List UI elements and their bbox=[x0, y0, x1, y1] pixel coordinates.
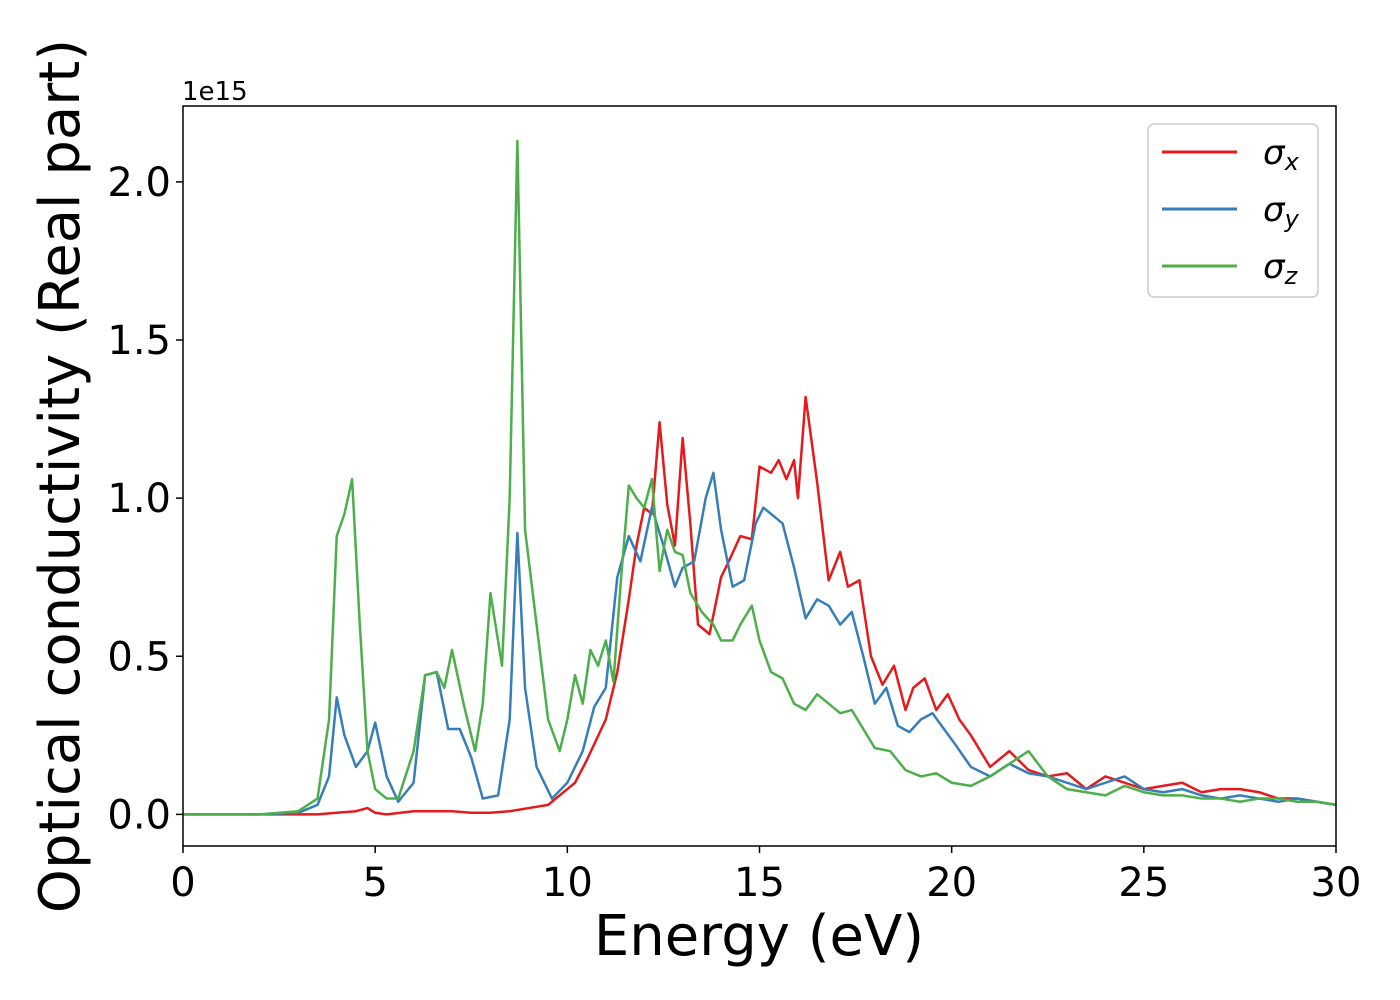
x-tick-label: 25 bbox=[1118, 860, 1169, 906]
legend-label-x: σx bbox=[1263, 133, 1300, 176]
y-tick-label: 0.5 bbox=[107, 634, 171, 680]
y-tick-label: 0.0 bbox=[107, 792, 171, 838]
series-line-x bbox=[183, 395, 1336, 816]
x-tick-label: 20 bbox=[926, 860, 977, 906]
y-offset-label: 1e15 bbox=[182, 77, 248, 107]
x-axis-ticks: 0 5 10 15 20 25 30 bbox=[170, 846, 1361, 906]
x-tick-label: 5 bbox=[362, 860, 387, 906]
series-layer bbox=[183, 139, 1336, 816]
legend-label-z: σz bbox=[1263, 247, 1299, 290]
y-tick-label: 1.0 bbox=[107, 476, 171, 522]
series-line-y bbox=[183, 471, 1336, 816]
y-axis-title: Optical conductivity (Real part) bbox=[28, 39, 93, 913]
series-line-z bbox=[183, 139, 1336, 816]
x-tick-label: 15 bbox=[734, 860, 785, 906]
legend-label-y: σy bbox=[1263, 190, 1300, 233]
y-axis-ticks: 0.0 0.5 1.0 1.5 2.0 bbox=[107, 160, 183, 838]
y-tick-label: 1.5 bbox=[107, 318, 171, 364]
x-tick-label: 0 bbox=[170, 860, 195, 906]
y-tick-label: 2.0 bbox=[107, 160, 171, 206]
x-tick-label: 10 bbox=[542, 860, 593, 906]
x-axis-title: Energy (eV) bbox=[594, 904, 924, 969]
legend: σx σy σz bbox=[1147, 123, 1319, 298]
x-tick-label: 30 bbox=[1311, 860, 1362, 906]
